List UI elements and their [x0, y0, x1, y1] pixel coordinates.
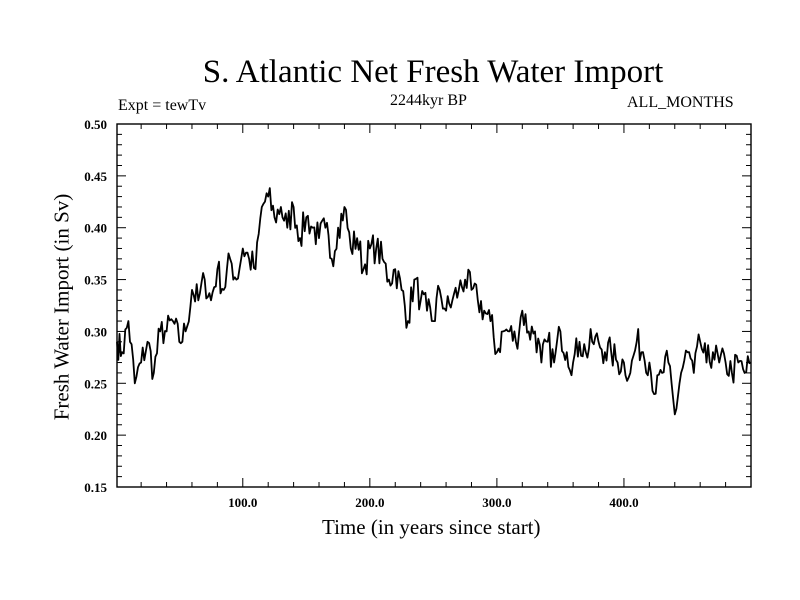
y-tick-label: 0.35	[84, 273, 107, 288]
axis-ticks	[117, 124, 751, 487]
plot-frame	[116, 123, 752, 488]
x-tick-label: 300.0	[482, 495, 511, 510]
y-tick-label: 0.50	[84, 117, 107, 132]
x-tick-label: 200.0	[355, 495, 384, 510]
y-tick-label: 0.45	[84, 169, 107, 184]
months-label: ALL_MONTHS	[627, 94, 734, 111]
axis-tick-labels: 100.0 200.0 300.0 400.0 0.15 0.20 0.25 0.30 0.35…	[84, 117, 638, 510]
x-tick-label: 100.0	[228, 495, 257, 510]
experiment-label: Expt = tewTv	[118, 97, 207, 114]
y-tick-label: 0.25	[84, 376, 107, 391]
period-label: 2244kyr BP	[390, 92, 467, 109]
y-tick-label: 0.20	[84, 428, 107, 443]
y-tick-label: 0.15	[84, 480, 107, 495]
series-line	[116, 187, 752, 416]
y-tick-label: 0.40	[84, 221, 107, 236]
x-axis-label: Time (in years since start)	[322, 515, 541, 539]
chart-title: S. Atlantic Net Fresh Water Import	[202, 54, 664, 90]
y-tick-label: 0.30	[84, 324, 107, 339]
x-tick-label: 400.0	[609, 495, 638, 510]
